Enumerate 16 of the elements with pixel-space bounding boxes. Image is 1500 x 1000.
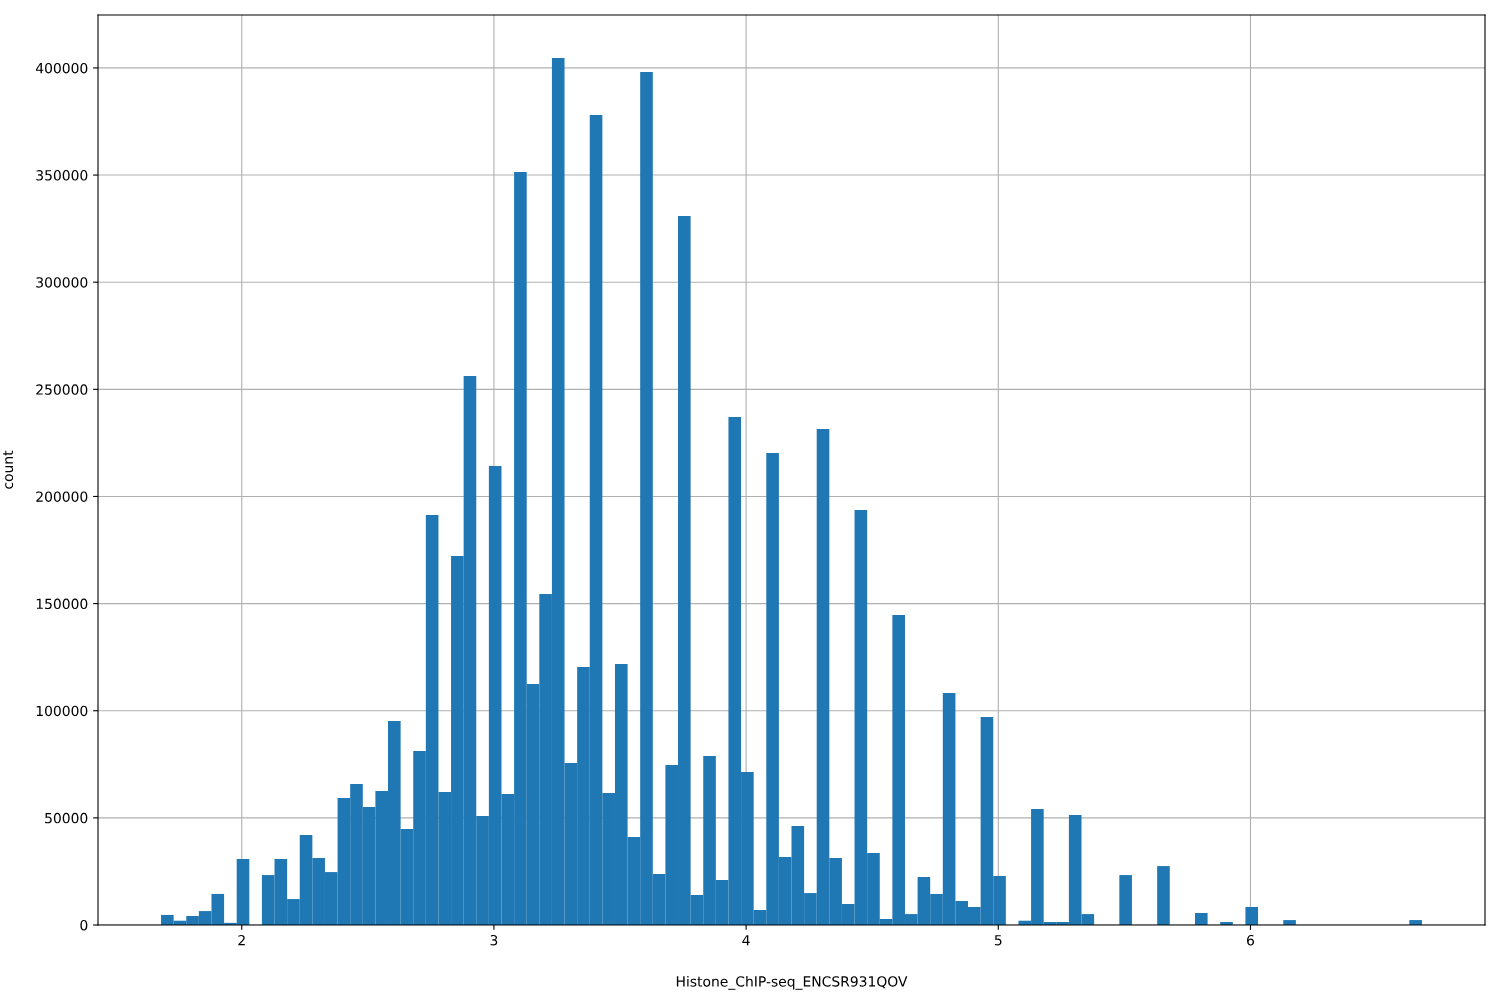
x-tick-label: 6 <box>1247 934 1255 946</box>
x-tick-label: 5 <box>994 935 1002 946</box>
x-axis-title: Histone_ChIP-seq_ENCSR931QOV <box>676 975 908 990</box>
y-tick-label: 100000 <box>36 705 88 717</box>
y-tick-label: 0 <box>80 919 88 931</box>
x-tick-label: 3 <box>490 934 498 946</box>
y-tick-label: 200000 <box>36 491 88 502</box>
y-tick-label: 400000 <box>35 62 88 74</box>
y-tick-label: 250000 <box>36 384 88 395</box>
y-tick-label: 50000 <box>45 812 88 824</box>
y-tick-label: 350000 <box>36 170 88 181</box>
x-tick-label: 4 <box>742 935 750 946</box>
y-axis-title: count <box>3 450 14 489</box>
x-tick-label: 2 <box>238 934 245 946</box>
y-tick-label: 300000 <box>36 277 88 288</box>
y-tick-label: 150000 <box>36 598 88 610</box>
